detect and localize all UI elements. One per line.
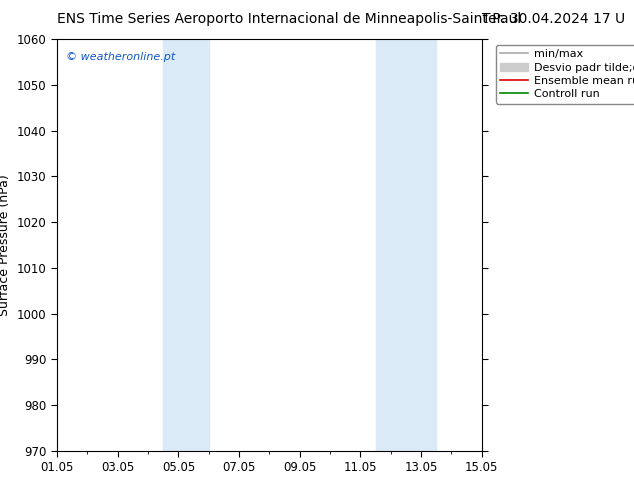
Text: © weatheronline.pt: © weatheronline.pt: [65, 51, 175, 62]
Legend: min/max, Desvio padr tilde;o, Ensemble mean run, Controll run: min/max, Desvio padr tilde;o, Ensemble m…: [496, 45, 634, 104]
Bar: [375, 39, 436, 451]
Y-axis label: Surface Pressure (hPa): Surface Pressure (hPa): [0, 174, 11, 316]
Text: ENS Time Series Aeroporto Internacional de Minneapolis-Saint Paul: ENS Time Series Aeroporto Internacional …: [57, 12, 521, 26]
Bar: [164, 39, 209, 451]
Text: Ter. 30.04.2024 17 U: Ter. 30.04.2024 17 U: [482, 12, 625, 26]
